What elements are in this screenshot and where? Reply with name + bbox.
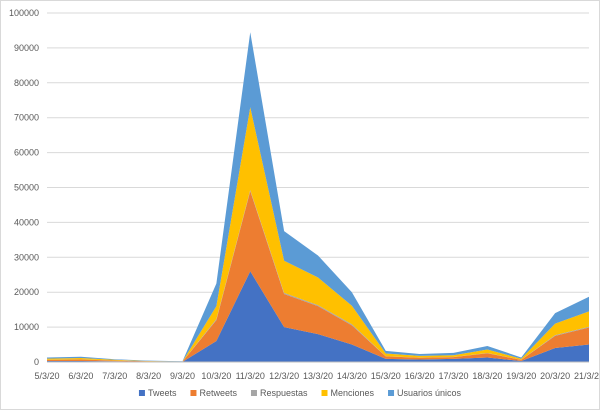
- legend-swatch-tweets: [138, 390, 145, 396]
- y-tick-label: 0: [34, 357, 39, 367]
- y-tick-label: 90000: [14, 43, 39, 53]
- legend-swatch-respuestas: [250, 390, 257, 396]
- x-tick-label: 19/3/20: [506, 371, 536, 381]
- x-tick-label: 12/3/20: [269, 371, 299, 381]
- y-tick-label: 30000: [14, 252, 39, 262]
- x-tick-label: 14/3/20: [337, 371, 367, 381]
- x-tick-label: 13/3/20: [303, 371, 333, 381]
- series-area-tweets: [47, 271, 589, 362]
- x-tick-label: 10/3/20: [201, 371, 231, 381]
- x-axis-tick-labels: 5/3/20 6/3/20 7/3/20 8/3/20 9/3/20 10/3/20 11/…: [34, 371, 599, 381]
- y-tick-label: 40000: [14, 217, 39, 227]
- y-tick-label: 20000: [14, 287, 39, 297]
- x-tick-label: 17/3/20: [438, 371, 468, 381]
- legend: Tweets Retweets Respuestas Menciones Usuario…: [138, 388, 462, 398]
- x-tick-label: 21/3/20: [574, 371, 599, 381]
- x-tick-label: 20/3/20: [540, 371, 570, 381]
- y-tick-label: 60000: [14, 148, 39, 158]
- legend-swatch-usuarios-nicos: [388, 390, 395, 396]
- y-tick-label: 10000: [14, 322, 39, 332]
- x-tick-label: 18/3/20: [472, 371, 502, 381]
- series-area-retweets: [47, 190, 589, 362]
- x-tick-label: 5/3/20: [34, 371, 59, 381]
- gridlines: [47, 12, 589, 328]
- y-tick-label: 80000: [14, 78, 39, 88]
- x-tick-label: 6/3/20: [68, 371, 93, 381]
- x-tick-label: 11/3/20: [236, 371, 265, 381]
- y-tick-label: 100000: [9, 8, 39, 18]
- x-tick-label: 16/3/20: [405, 371, 435, 381]
- series-areas: [47, 32, 589, 362]
- legend-label-retweets: Retweets: [199, 388, 237, 398]
- y-axis-tick-labels: 0 10000 20000 30000 40000 50000 60000 70000 8000…: [9, 8, 39, 367]
- x-tick-label: 15/3/20: [371, 371, 401, 381]
- legend-label-menciones: Menciones: [331, 388, 375, 398]
- y-tick-label: 50000: [14, 183, 39, 193]
- x-tick-label: 9/3/20: [170, 371, 195, 381]
- legend-label-usuarios-nicos: Usuarios únicos: [397, 388, 462, 398]
- legend-label-tweets: Tweets: [148, 388, 177, 398]
- x-tick-label: 8/3/20: [136, 371, 161, 381]
- legend-swatch-retweets: [190, 390, 197, 396]
- x-tick-label: 7/3/20: [102, 371, 127, 381]
- legend-swatch-menciones: [321, 390, 328, 396]
- legend-label-respuestas: Respuestas: [260, 388, 308, 398]
- y-tick-label: 70000: [14, 113, 39, 123]
